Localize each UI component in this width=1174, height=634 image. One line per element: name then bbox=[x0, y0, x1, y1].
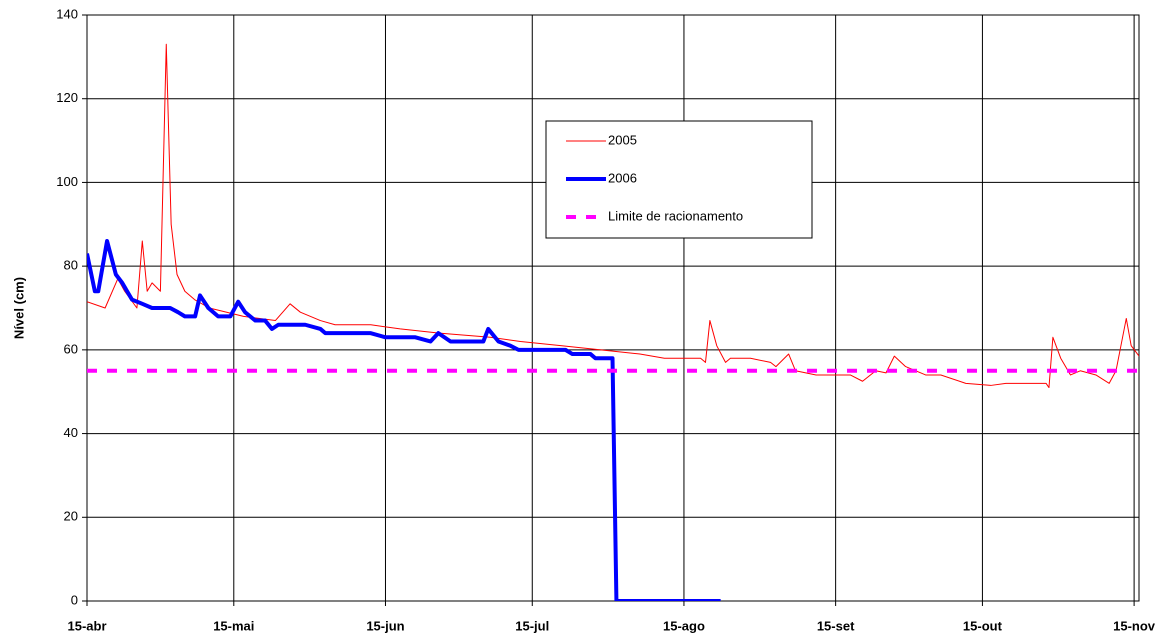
series-line bbox=[87, 239, 721, 601]
legend-label: 2006 bbox=[608, 170, 637, 185]
y-tick-label: 140 bbox=[56, 6, 78, 21]
legend-label: 2005 bbox=[608, 132, 637, 147]
x-tick-label: 15-ago bbox=[663, 618, 705, 633]
x-tick-label: 15-jul bbox=[515, 618, 549, 633]
legend-label: Limite de racionamento bbox=[608, 208, 743, 223]
y-tick-label: 80 bbox=[64, 258, 78, 273]
x-tick-label: 15-out bbox=[963, 618, 1003, 633]
y-tick-label: 0 bbox=[71, 592, 78, 607]
x-tick-label: 15-jun bbox=[366, 618, 404, 633]
y-tick-label: 120 bbox=[56, 90, 78, 105]
x-tick-label: 15-abr bbox=[67, 618, 106, 633]
y-tick-label: 60 bbox=[64, 341, 78, 356]
x-tick-label: 15-nov bbox=[1113, 618, 1156, 633]
series-line bbox=[87, 43, 1139, 389]
y-tick-label: 100 bbox=[56, 174, 78, 189]
y-tick-label: 40 bbox=[64, 425, 78, 440]
x-tick-label: 15-set bbox=[817, 618, 855, 633]
x-tick-label: 15-mai bbox=[213, 618, 254, 633]
plot-area bbox=[86, 14, 1140, 602]
y-axis-label: Nível (cm) bbox=[11, 277, 26, 339]
y-tick-label: 20 bbox=[64, 509, 78, 524]
